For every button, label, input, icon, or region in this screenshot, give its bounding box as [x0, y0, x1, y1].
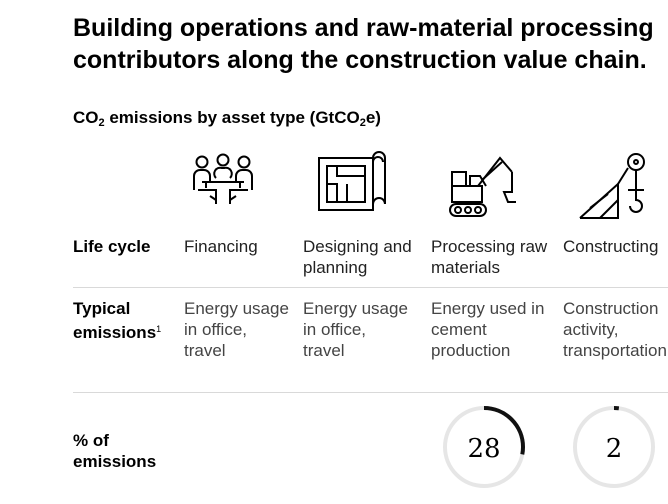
subtitle-subscript: 2	[359, 117, 366, 129]
divider	[73, 392, 668, 393]
donut-constructing: 2	[573, 406, 655, 488]
headline: Building operations and raw-material pro…	[73, 12, 668, 76]
chart-subtitle: CO2 emissions by asset type (GtCO2e)	[73, 108, 381, 129]
subtitle-subscript: 2	[98, 117, 105, 129]
emissions-processing: Energy used in cement production	[431, 299, 545, 360]
row-label-life-cycle: Life cycle	[73, 237, 151, 256]
stage-name-designing: Designing and planning	[303, 237, 412, 277]
excavator-icon	[449, 156, 516, 217]
stage-name-constructing: Constructing	[563, 237, 659, 256]
meeting-people-icon	[193, 153, 253, 204]
stage-name-financing: Financing	[184, 237, 258, 256]
divider	[73, 287, 668, 288]
donut-value-label: 2	[606, 434, 623, 464]
headline-line-2: contributors along the construction valu…	[73, 46, 647, 74]
donut-arc	[573, 406, 655, 488]
crane-icon	[579, 153, 645, 219]
subtitle-part: e)	[365, 108, 381, 127]
subtitle-part: emissions by asset type (GtCO	[104, 108, 360, 127]
row-label-text: Typical emissions	[73, 299, 157, 342]
subtitle-part: CO	[73, 108, 99, 127]
blueprint-icon	[318, 151, 386, 211]
emissions-financing: Energy usage in office, travel	[184, 299, 289, 360]
row-label-typical-emissions: Typical emissions1	[73, 298, 173, 343]
donut-processing: 28	[443, 406, 525, 488]
stage-name-processing: Processing raw materials	[431, 237, 548, 277]
headline-line-1: Building operations and raw-material pro…	[73, 14, 654, 42]
row-label-percent: % of emissions	[73, 431, 157, 471]
donut-arc	[443, 406, 525, 488]
emissions-constructing: Construction activity, transportation	[563, 299, 667, 360]
footnote-marker: 1	[156, 324, 162, 334]
emissions-designing: Energy usage in office, travel	[303, 299, 408, 360]
donut-value-label: 28	[467, 434, 500, 464]
